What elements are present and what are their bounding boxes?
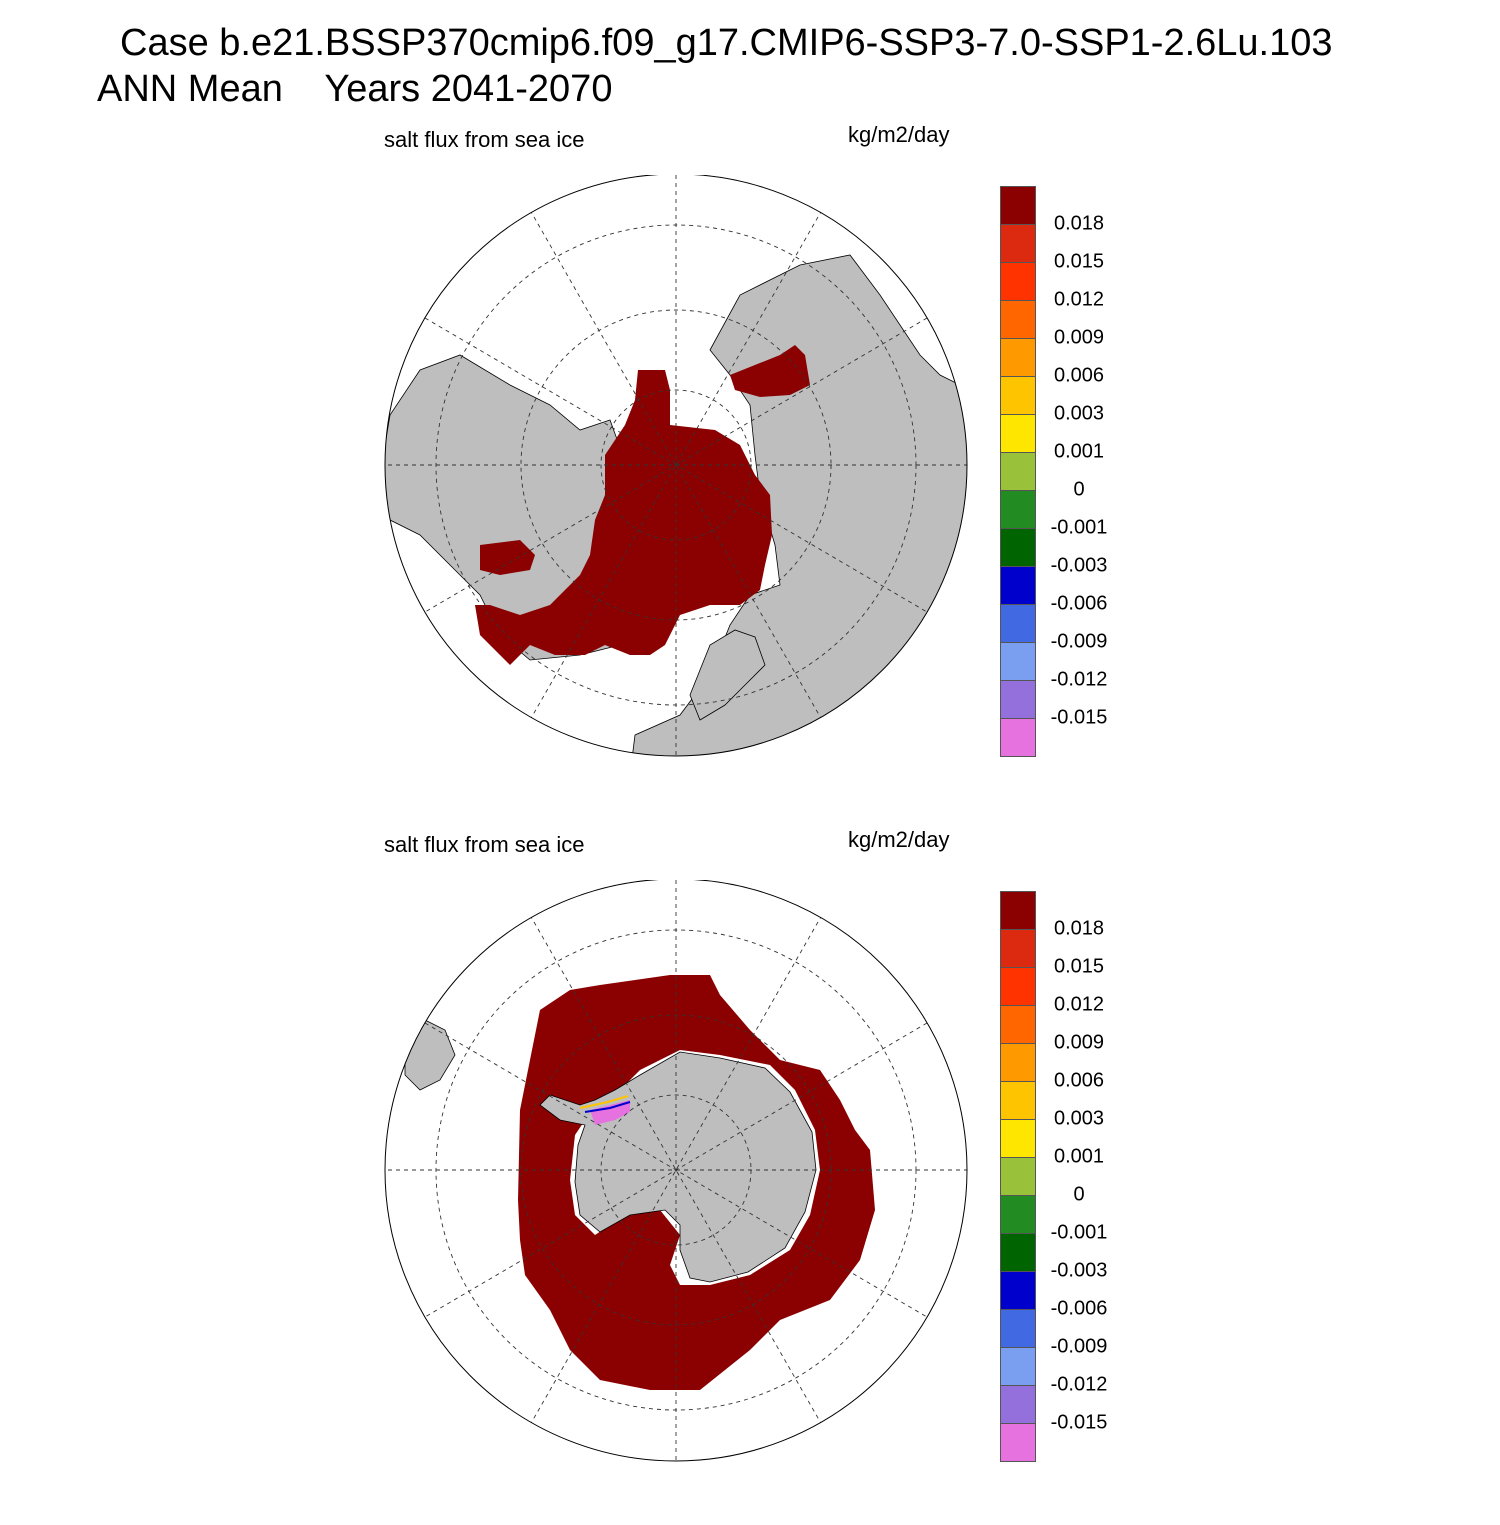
colorbar-swatch xyxy=(1000,1157,1036,1195)
colorbar-tick-label: 0 xyxy=(1073,1183,1085,1206)
colorbar-swatch xyxy=(1000,452,1036,490)
colorbar-tick-label: -0.009 xyxy=(1050,630,1108,653)
colorbar-tick-label: -0.012 xyxy=(1050,1373,1108,1396)
units-label: kg/m2/day xyxy=(848,122,950,147)
okhotsk-sea-ice-flux xyxy=(730,345,810,397)
colorbar-swatch xyxy=(1000,680,1036,718)
colorbar-swatch xyxy=(1000,1195,1036,1233)
land-eurasia xyxy=(629,254,967,756)
colorbar-tick-label: -0.006 xyxy=(1050,592,1108,615)
case-title: Case b.e21.BSSP370cmip6.f09_g17.CMIP6-SS… xyxy=(120,22,1333,64)
colorbar-tick-label: -0.015 xyxy=(1050,1411,1108,1434)
colorbar-swatch xyxy=(1000,566,1036,604)
colorbar-tick-label: 0.001 xyxy=(1053,440,1105,463)
colorbar-tick-label: -0.001 xyxy=(1050,516,1108,539)
colorbar-tick-label: 0.018 xyxy=(1053,917,1105,940)
colorbar xyxy=(1000,891,1036,1462)
colorbar-swatch xyxy=(1000,224,1036,262)
colorbar-tick-label: -0.003 xyxy=(1050,1259,1108,1282)
colorbar-tick-label: -0.012 xyxy=(1050,668,1108,691)
colorbar-tick-label: 0.018 xyxy=(1053,212,1105,235)
variable-label: salt flux from sea ice xyxy=(384,127,585,152)
colorbar-swatch xyxy=(1000,528,1036,566)
colorbar-swatch xyxy=(1000,414,1036,452)
arctic-sea-ice-flux xyxy=(475,370,772,665)
hudson-bay-sea-ice-flux xyxy=(480,540,535,575)
colorbar-swatch xyxy=(1000,262,1036,300)
north-polar-map xyxy=(384,175,968,757)
colorbar-swatch xyxy=(1000,1423,1036,1462)
colorbar-tick-label: 0.006 xyxy=(1053,364,1105,387)
colorbar-swatch xyxy=(1000,967,1036,1005)
weddell-yellow-edge xyxy=(579,1095,629,1109)
colorbar-tick-label: -0.015 xyxy=(1050,706,1108,729)
colorbar-swatch xyxy=(1000,186,1036,224)
colorbar-tick-label: -0.003 xyxy=(1050,554,1108,577)
colorbar-tick-label: 0.012 xyxy=(1053,993,1105,1016)
colorbar-swatch xyxy=(1000,642,1036,680)
colorbar-swatch xyxy=(1000,1347,1036,1385)
colorbar-tick-label: 0.015 xyxy=(1053,955,1105,978)
units-label: kg/m2/day xyxy=(848,827,950,852)
colorbar-tick-label: 0.006 xyxy=(1053,1069,1105,1092)
colorbar-tick-label: 0.015 xyxy=(1053,250,1105,273)
land-scandinavia xyxy=(689,629,766,721)
colorbar-swatch xyxy=(1000,1081,1036,1119)
colorbar-tick-label: 0 xyxy=(1073,478,1085,501)
colorbar-swatch xyxy=(1000,718,1036,757)
land-south-america xyxy=(404,1019,456,1091)
colorbar-swatch xyxy=(1000,490,1036,528)
colorbar-swatch xyxy=(1000,1043,1036,1081)
south-polar-panel: salt flux from sea ice kg/m2/day xyxy=(0,820,1500,1525)
colorbar-tick-label: -0.001 xyxy=(1050,1221,1108,1244)
colorbar-swatch xyxy=(1000,1119,1036,1157)
south-polar-map xyxy=(384,880,968,1462)
colorbar-tick-label: 0.009 xyxy=(1053,326,1105,349)
colorbar-swatch xyxy=(1000,891,1036,929)
colorbar-tick-label: 0.003 xyxy=(1053,402,1105,425)
colorbar-swatch xyxy=(1000,1385,1036,1423)
weddell-negative-flux xyxy=(590,1100,630,1125)
colorbar-swatch xyxy=(1000,1005,1036,1043)
colorbar-swatch xyxy=(1000,300,1036,338)
colorbar-swatch xyxy=(1000,376,1036,414)
colorbar-swatch xyxy=(1000,604,1036,642)
colorbar-tick-label: 0.009 xyxy=(1053,1031,1105,1054)
north-polar-panel: salt flux from sea ice kg/m2/day xyxy=(0,115,1500,820)
colorbar-tick-label: 0.001 xyxy=(1053,1145,1105,1168)
southern-ocean-sea-ice-flux xyxy=(518,975,875,1390)
colorbar xyxy=(1000,186,1036,757)
period-title: ANN Mean Years 2041-2070 xyxy=(97,68,613,110)
colorbar-swatch xyxy=(1000,929,1036,967)
weddell-blue-edge xyxy=(584,1101,631,1113)
colorbar-tick-label: 0.012 xyxy=(1053,288,1105,311)
colorbar-swatch xyxy=(1000,1309,1036,1347)
colorbar-swatch xyxy=(1000,1271,1036,1309)
colorbar-swatch xyxy=(1000,1233,1036,1271)
colorbar-tick-label: -0.009 xyxy=(1050,1335,1108,1358)
variable-label: salt flux from sea ice xyxy=(384,832,585,857)
colorbar-swatch xyxy=(1000,338,1036,376)
colorbar-tick-label: 0.003 xyxy=(1053,1107,1105,1130)
colorbar-tick-label: -0.006 xyxy=(1050,1297,1108,1320)
